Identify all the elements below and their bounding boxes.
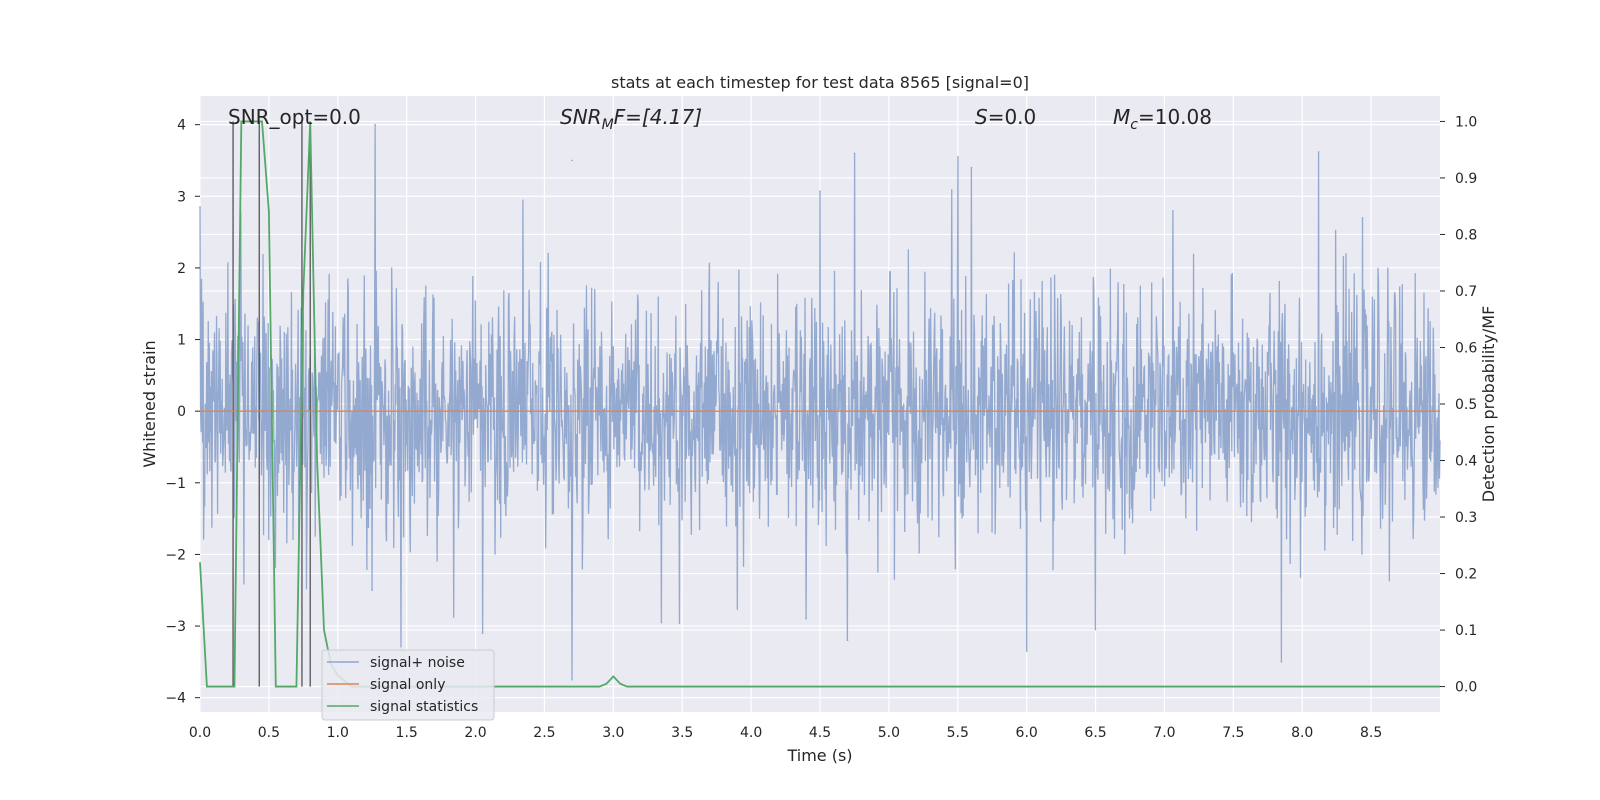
y-tick-label: 2 <box>177 261 186 277</box>
x-tick-label: 8.0 <box>1291 725 1313 741</box>
signal-plus-noise-peak <box>660 621 663 624</box>
x-tick-label: 4.0 <box>740 725 762 741</box>
signal-plus-noise-peak <box>853 152 856 155</box>
signal-plus-noise-peak <box>1094 628 1097 631</box>
signal-plus-noise-peak <box>371 589 374 592</box>
y-tick-label: 4 <box>177 118 186 134</box>
annotation-s-rest: =0.0 <box>988 105 1037 129</box>
y2-tick-label: 0.7 <box>1455 284 1477 300</box>
signal-plus-noise-peak <box>805 618 808 620</box>
x-tick-label: 5.5 <box>947 725 969 741</box>
y-tick-label: 3 <box>177 189 186 205</box>
x-tick-label: 7.0 <box>1153 725 1175 741</box>
signal-plus-noise-peak <box>970 166 973 169</box>
y2-tick-label: 0.5 <box>1455 397 1477 413</box>
signal-plus-noise-peak <box>1317 151 1320 153</box>
signal-plus-noise-peak <box>819 190 821 193</box>
y-tick-label: 0 <box>177 404 186 420</box>
signal-plus-noise-peak <box>1280 661 1283 663</box>
annotation-mc-subscript: c <box>1130 117 1138 133</box>
y2-tick-label: 0.3 <box>1455 510 1477 526</box>
legend-box <box>321 649 495 721</box>
series-signal-plus-noise <box>199 123 1441 681</box>
x-tick-label: 3.5 <box>671 725 693 741</box>
x-tick-label: 2.0 <box>464 725 486 741</box>
y-tick-label: −4 <box>165 691 186 707</box>
x-axis-label: Time (s) <box>786 746 852 765</box>
x-tick-label: 6.5 <box>1084 725 1106 741</box>
annotation-mc-rest: =10.08 <box>1138 105 1212 129</box>
annotation-snr-mf-symbol: SNR <box>560 105 602 129</box>
annotation-snr-mf-subscript: M <box>602 117 614 133</box>
x-tick-label: 0.0 <box>189 725 211 741</box>
signal-plus-noise-peak <box>1025 650 1028 652</box>
annotation-snr-mf-rest: F=[4.17] <box>614 105 702 129</box>
chart-title: stats at each timestep for test data 856… <box>611 73 1029 92</box>
annotation-mc-symbol: M <box>1113 105 1130 129</box>
y2-tick-label: 0.8 <box>1455 227 1477 243</box>
x-tick-label: 1.0 <box>327 725 349 741</box>
y2-tick-label: 0.0 <box>1455 680 1477 696</box>
y2-tick-label: 0.4 <box>1455 454 1477 470</box>
annotation-mc: Mc=10.08 <box>1113 105 1212 133</box>
annotation-snr-opt: SNR_opt=0.0 <box>228 105 361 129</box>
x-tick-label: 6.0 <box>1016 725 1038 741</box>
x-tick-label: 7.5 <box>1222 725 1244 741</box>
y-tick-label: −3 <box>165 619 186 635</box>
legend-label-signal-statistics: signal statistics <box>370 699 478 715</box>
legend-label-signal-plus-noise: signal+ noise <box>370 655 465 671</box>
y-axis-ticks: −4 −3 −2 −1 0 1 2 3 4 <box>165 118 200 707</box>
signal-plus-noise-peak <box>956 156 959 158</box>
signal-plus-noise-peak <box>481 632 484 635</box>
y2-tick-label: 0.6 <box>1455 340 1477 356</box>
x-tick-label: 0.5 <box>258 725 280 741</box>
y2-tick-label: 1.0 <box>1455 114 1477 130</box>
signal-statistics-line <box>199 120 1440 688</box>
y2-axis-label: Detection probability/MF <box>1479 306 1498 503</box>
y-axis-label: Whitened strain <box>140 340 159 467</box>
x-axis-ticks: 0.0 0.5 1.0 1.5 2.0 2.5 3.0 3.5 4.0 4.5 5.0 5.5 6.0 6… <box>189 725 1382 741</box>
y2-tick-label: 0.2 <box>1455 567 1477 583</box>
x-tick-label: 8.5 <box>1360 725 1382 741</box>
y2-axis-ticks: 0.0 0.1 0.2 0.3 0.4 0.5 0.6 0.7 0.8 0.9 1.0 <box>1440 114 1477 696</box>
annotation-s-symbol: S <box>975 105 988 129</box>
annotation-snr-mf: SNRMF=[4.17] <box>560 105 702 133</box>
x-tick-label: 3.0 <box>602 725 624 741</box>
annotation-s: S=0.0 <box>975 105 1036 129</box>
y2-tick-label: 0.9 <box>1455 171 1477 187</box>
legend-label-signal-only: signal only <box>370 677 445 693</box>
y-tick-label: 1 <box>177 333 186 349</box>
x-tick-label: 2.5 <box>533 725 555 741</box>
y-tick-label: −2 <box>165 547 186 563</box>
series-signal-statistics <box>199 120 1440 688</box>
x-tick-label: 5.0 <box>878 725 900 741</box>
signal-plus-noise-peak <box>571 678 573 681</box>
legend: signal+ noise signal only signal statist… <box>321 649 495 721</box>
x-tick-label: 1.5 <box>396 725 418 741</box>
signal-plus-noise-peak <box>199 206 201 208</box>
y2-tick-label: 0.1 <box>1455 623 1477 639</box>
x-tick-label: 4.5 <box>809 725 831 741</box>
signal-plus-noise-peak <box>846 639 849 642</box>
signal-plus-noise-peak <box>571 159 573 162</box>
signal-plus-noise-peak <box>374 123 376 126</box>
y-tick-label: −1 <box>165 476 186 492</box>
